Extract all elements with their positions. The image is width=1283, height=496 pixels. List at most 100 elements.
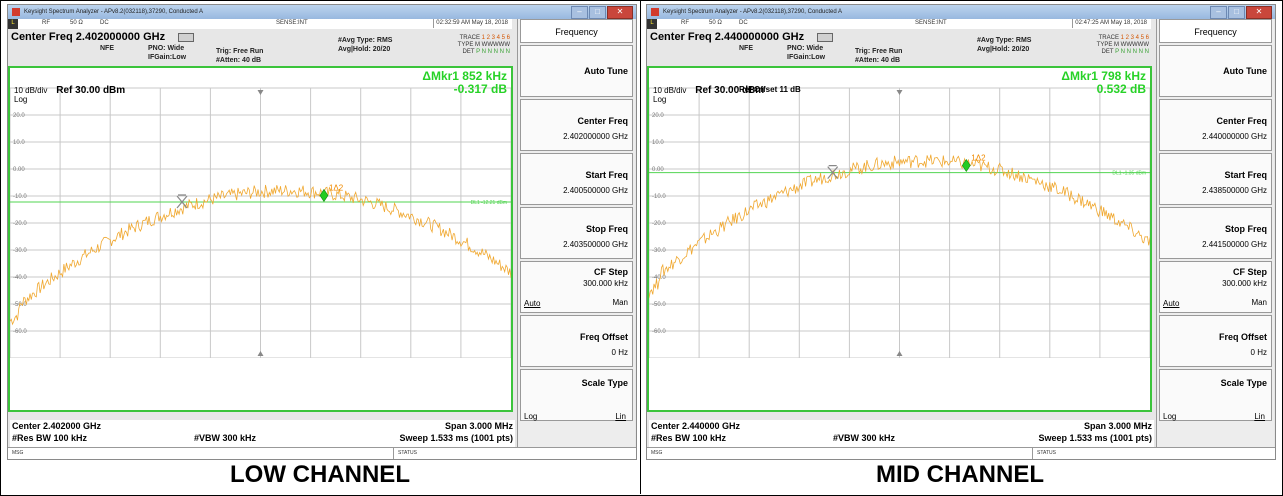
y-tick-label: -10.0 (652, 194, 666, 200)
menu-title: Frequency (555, 27, 598, 37)
timestamp: 02:47:25 AM May 18, 2018 (1072, 19, 1149, 28)
scale-lin-option: Lin (1254, 412, 1265, 421)
stop-freq-button[interactable]: Stop Freq 2.403500000 GHz (520, 207, 633, 259)
spectrum-plot[interactable]: 20.0 10.0 0.00 -10.0 -20.0 -30.0 -40.0 -50.0 -60… (647, 66, 1154, 448)
window-titlebar: Keysight Spectrum Analyzer - APv8.2(0321… (647, 5, 1275, 19)
mode-indicator: L (8, 19, 18, 29)
vbw: #VBW 300 kHz (194, 433, 257, 443)
trace-numbers: 1 2 3 4 5 6 (481, 35, 510, 41)
freq-offset-button[interactable]: Freq Offset 0 Hz (520, 315, 633, 367)
status-msg: MSG (12, 450, 24, 456)
spectrum-plot[interactable]: 20.0 10.0 0.00 -10.0 -20.0 -30.0 -40.0 -50.0 -60… (8, 66, 515, 448)
trace-numbers: 1 2 3 4 5 6 (1120, 35, 1149, 41)
scale-type-button[interactable]: Scale Type Log Lin (1159, 369, 1272, 421)
cf-step-value: 300.000 kHz (583, 279, 628, 288)
y-tick-label: 10.0 (652, 140, 664, 146)
ref-level: Ref 30.00 dBm (56, 85, 126, 96)
freq-offset-button[interactable]: Freq Offset 0 Hz (1159, 315, 1272, 367)
start-freq-button[interactable]: Start Freq 2.400500000 GHz (520, 153, 633, 205)
cf-step-value: 300.000 kHz (1222, 279, 1267, 288)
y-tick-label: -30.0 (652, 248, 666, 254)
sweep-label: Sweep 1.533 ms (1001 pts) (399, 433, 513, 443)
start-freq-value: 2.438500000 GHz (1202, 186, 1267, 195)
scale-type-key-label: Scale Type (581, 378, 628, 388)
spectrum-graph: 20.0 10.0 0.00 -10.0 -20.0 -30.0 -40.0 -50.0 -60… (10, 87, 511, 358)
analyzer-window-low: Keysight Spectrum Analyzer - APv8.2(0321… (7, 4, 637, 460)
cf-step-button[interactable]: CF Step 300.000 kHz Auto Man (1159, 261, 1272, 313)
sense-indicator: SENSE:INT (915, 20, 947, 26)
cf-step-man: Man (612, 298, 628, 307)
center-freq-label: Center Freq (577, 116, 628, 126)
analyzer-window-mid: Keysight Spectrum Analyzer - APv8.2(0321… (646, 4, 1276, 460)
ref-level-block: 10 dB/div Ref 30.00 dBm Log (14, 85, 126, 105)
res-bw: #Res BW 100 kHz (651, 433, 727, 443)
avg-hold-label: Avg|Hold: 20/20 (338, 46, 391, 53)
scale-type-button[interactable]: Scale Type Log Lin (520, 369, 633, 421)
delta-marker-icon (961, 158, 971, 173)
stop-freq-button[interactable]: Stop Freq 2.441500000 GHz (1159, 207, 1272, 259)
center-marker-icon (896, 90, 903, 95)
center-footer: Center 2.440000 GHz (651, 421, 741, 431)
arrow-icon (178, 33, 194, 42)
maximize-icon[interactable]: □ (1228, 6, 1245, 19)
stop-freq-value: 2.441500000 GHz (1202, 240, 1267, 249)
start-freq-label: Start Freq (1224, 170, 1267, 180)
arrow-icon (817, 33, 833, 42)
y-tick-label: -10.0 (13, 194, 27, 200)
reference-marker-icon (176, 194, 188, 209)
atten-label: #Atten: 40 dB (216, 57, 262, 64)
center-freq-button[interactable]: Center Freq 2.440000000 GHz (1159, 99, 1272, 151)
status-label: STATUS (1032, 448, 1056, 459)
start-freq-label: Start Freq (585, 170, 628, 180)
trace-label: TRACE (459, 35, 480, 41)
impedance-indicator: 50 Ω (709, 20, 722, 26)
y-tick-label: 10.0 (13, 140, 25, 146)
cf-step-label: CF Step (593, 267, 628, 277)
y-tick-label: -40.0 (652, 275, 666, 281)
stop-freq-value: 2.403500000 GHz (563, 240, 628, 249)
freq-offset-value: 0 Hz (611, 348, 628, 357)
marker-delta: ΔMkr1 798 kHz (1061, 69, 1146, 83)
trace-label: TRACE (1098, 35, 1119, 41)
minimize-icon[interactable]: – (571, 6, 588, 19)
y-tick-label: -40.0 (13, 275, 27, 281)
center-marker-icon (896, 351, 903, 356)
close-icon[interactable]: ✕ (1246, 6, 1272, 19)
auto-tune-button[interactable]: Auto Tune (520, 45, 633, 97)
span-label: Span 3.000 MHz (1083, 421, 1152, 431)
cf-step-button[interactable]: CF Step 300.000 kHz Auto Man (520, 261, 633, 313)
atten-label: #Atten: 40 dB (855, 57, 901, 64)
marker-value: -0.317 dB (453, 82, 507, 96)
stop-freq-label: Stop Freq (1225, 224, 1267, 234)
auto-tune-button[interactable]: Auto Tune (1159, 45, 1272, 97)
y-tick-label: 0.00 (652, 167, 664, 173)
stop-freq-label: Stop Freq (586, 224, 628, 234)
center-marker-icon (257, 351, 264, 356)
center-freq-header[interactable]: Center Freq 2.440000000 GHz (650, 31, 805, 43)
scale-log-option: Log (524, 412, 538, 421)
spectrum-trace (649, 154, 1150, 299)
minimize-icon[interactable]: – (1210, 6, 1227, 19)
vbw: #VBW 300 kHz (833, 433, 896, 443)
avg-hold-label: Avg|Hold: 20/20 (977, 46, 1030, 53)
softkey-panel: Frequency Auto Tune Center Freq 2.4020000… (517, 19, 635, 447)
center-freq-header[interactable]: Center Freq 2.402000000 GHz (11, 31, 166, 43)
close-icon[interactable]: ✕ (607, 6, 633, 19)
pno-label: PNO: Wide (787, 45, 824, 52)
plot-footer: Center 2.402000 GHz #Res BW 100 kHz #VBW… (10, 420, 515, 448)
app-logo-icon (651, 8, 659, 16)
start-freq-button[interactable]: Start Freq 2.438500000 GHz (1159, 153, 1272, 205)
type-values: M WWWWW (1114, 42, 1149, 48)
y-tick-label: -50.0 (13, 302, 27, 308)
trig-label: Trig: Free Run (855, 48, 903, 55)
center-freq-value: 2.402000000 GHz (563, 132, 628, 141)
maximize-icon[interactable]: □ (589, 6, 606, 19)
auto-tune-label: Auto Tune (584, 66, 628, 76)
spectrum-trace (10, 184, 511, 326)
det-label: DET (462, 49, 475, 55)
cf-step-auto: Auto (524, 299, 541, 308)
y-tick-label: -30.0 (13, 248, 27, 254)
center-freq-button[interactable]: Center Freq 2.402000000 GHz (520, 99, 633, 151)
marker-delta: ΔMkr1 852 kHz (422, 69, 507, 83)
ref-offset: Ref Offset 11 dB (739, 85, 801, 94)
